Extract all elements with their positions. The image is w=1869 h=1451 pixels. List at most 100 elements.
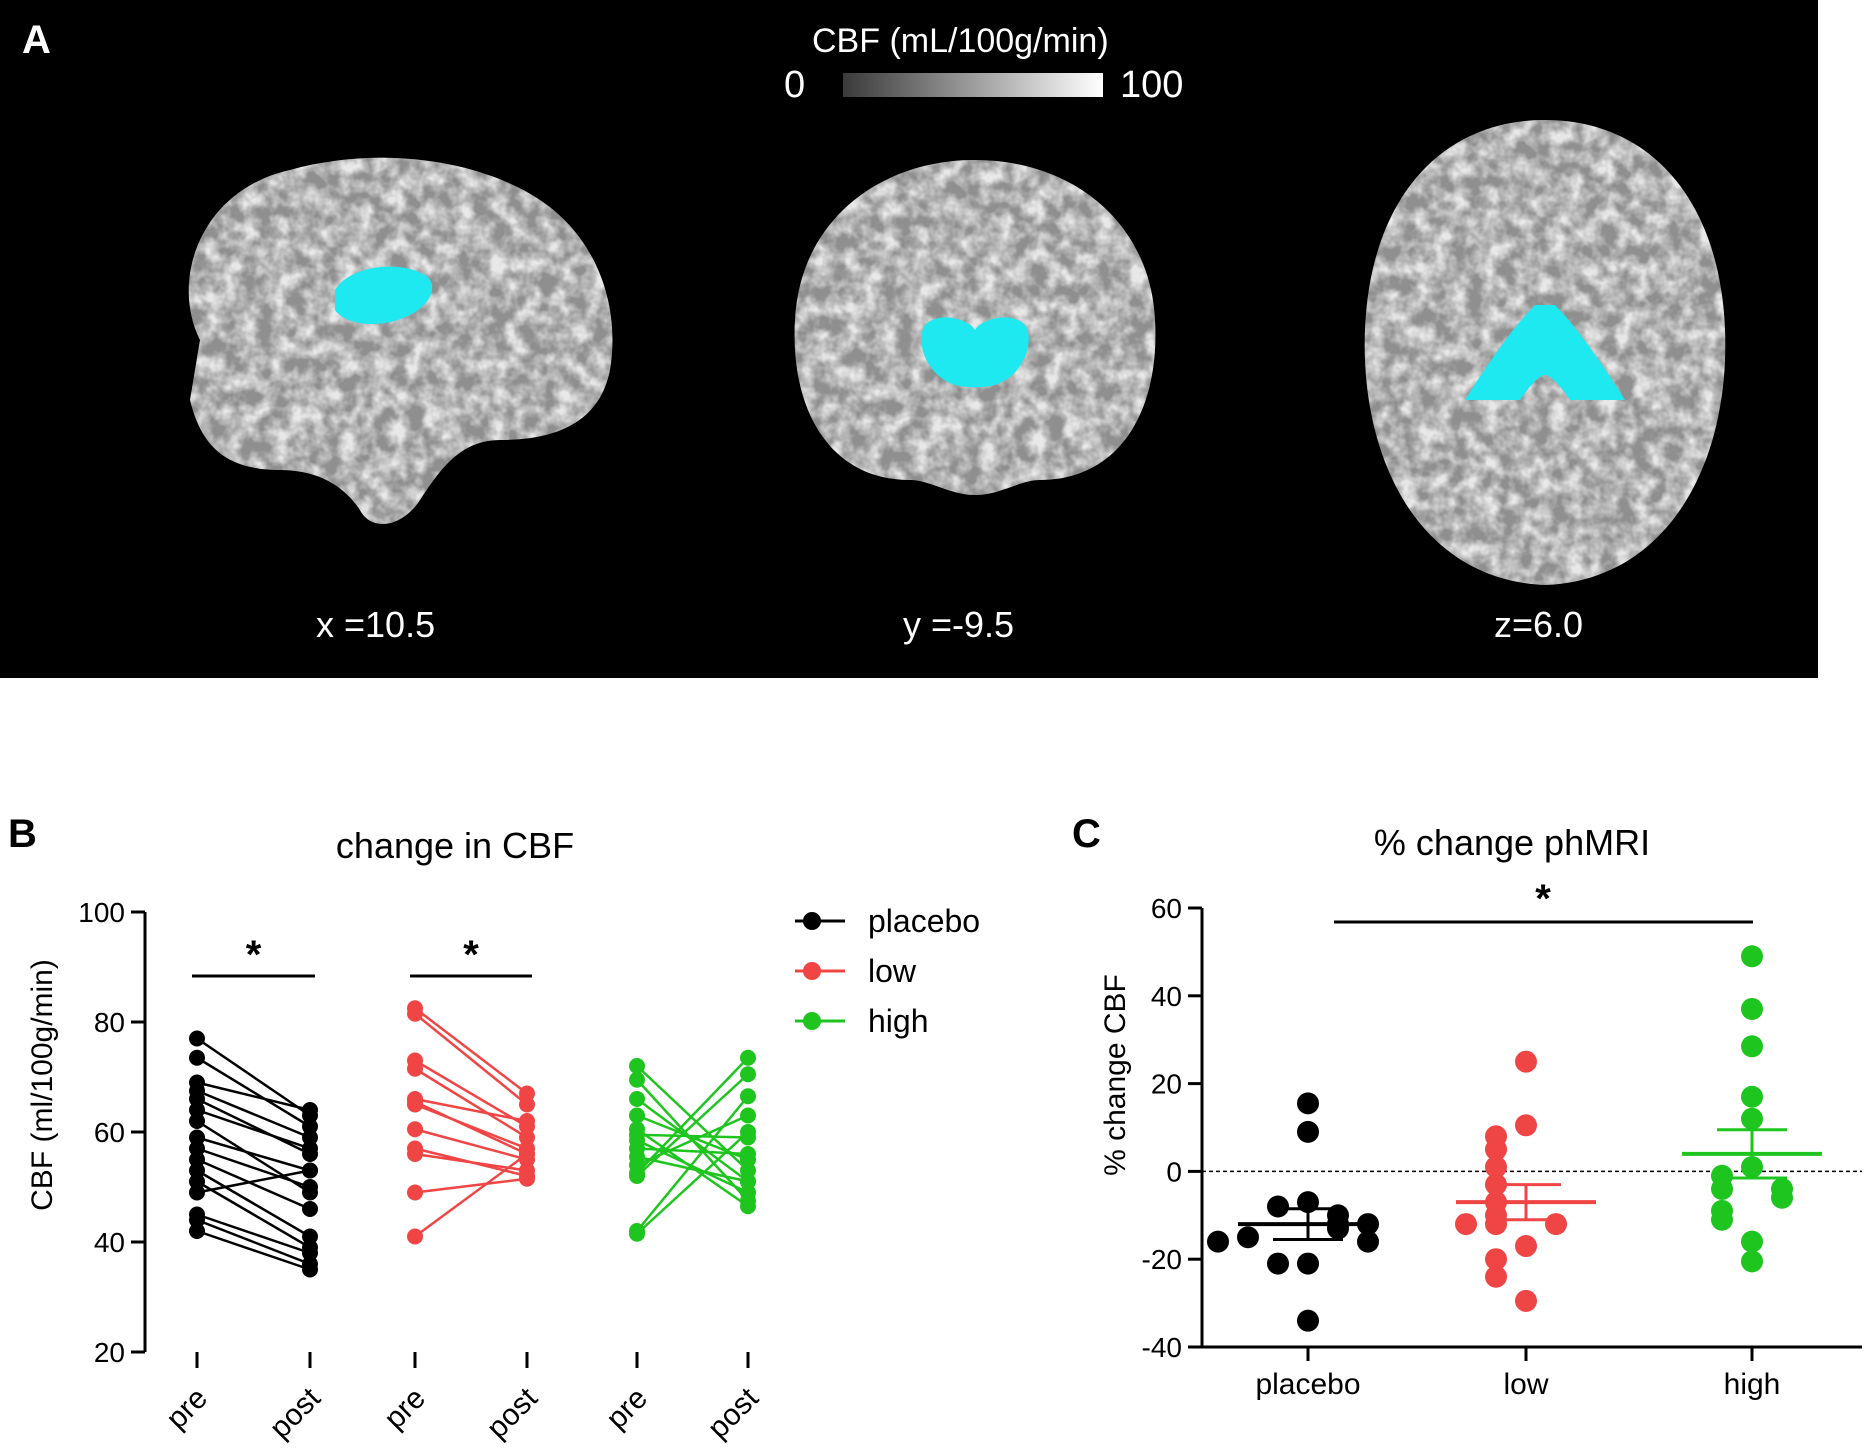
chart-b-point-post bbox=[740, 1066, 756, 1083]
chart-b-point-pre bbox=[189, 1102, 205, 1118]
chart-b-point-pre bbox=[189, 1223, 205, 1239]
chart-b-point-pre bbox=[629, 1091, 645, 1107]
chart-c-point-high bbox=[1741, 1085, 1763, 1108]
chart-b-point-pre bbox=[407, 1093, 423, 1110]
chart-b-point-post bbox=[302, 1201, 318, 1217]
chart-b-point-pre bbox=[189, 1049, 205, 1066]
chart-b-point-pre bbox=[407, 1184, 423, 1201]
chart-b-point-post bbox=[302, 1245, 318, 1261]
chart-b-significance-star: * bbox=[246, 933, 262, 977]
chart-b-pair-line bbox=[196, 1180, 311, 1249]
chart-c-title: % change phMRI bbox=[1374, 822, 1650, 863]
chart-c-point-high bbox=[1741, 997, 1763, 1020]
chart-b-y-tick-label: 80 bbox=[94, 1007, 125, 1038]
chart-b-point-pre bbox=[189, 1173, 205, 1190]
chart-c-point-placebo bbox=[1267, 1195, 1289, 1218]
chart-b-point-post bbox=[302, 1228, 318, 1245]
chart-b-pair-line bbox=[636, 1073, 749, 1177]
chart-b-point-pre bbox=[189, 1113, 205, 1129]
chart-b-pair-line bbox=[414, 1097, 528, 1123]
legend-label-placebo: placebo bbox=[868, 903, 980, 939]
sagittal-coordinate-label: x =10.5 bbox=[316, 604, 436, 645]
chart-b-point-pre bbox=[407, 1005, 423, 1022]
chart-b-point-pre bbox=[407, 1228, 423, 1245]
chart-b-point-pre bbox=[189, 1140, 205, 1157]
legend-label-low: low bbox=[868, 953, 917, 989]
chart-b-point-post bbox=[519, 1085, 535, 1102]
chart-b-point-pre bbox=[189, 1184, 205, 1201]
chart-c-point-high bbox=[1741, 1035, 1763, 1058]
chart-b-point-pre bbox=[629, 1058, 645, 1074]
chart-b-pair-line bbox=[636, 1155, 749, 1183]
chart-b-pair-line bbox=[414, 1067, 528, 1139]
panel-c-label: C bbox=[1072, 812, 1101, 856]
legend-marker-low bbox=[803, 962, 821, 980]
sagittal-roi-thalamus bbox=[335, 266, 433, 325]
chart-c-point-low bbox=[1485, 1156, 1507, 1179]
chart-b-ylabel: CBF (ml/100g/min) bbox=[26, 959, 59, 1211]
chart-b-pair-line bbox=[196, 1136, 311, 1172]
chart-c-point-low bbox=[1485, 1265, 1507, 1288]
chart-b-point-pre bbox=[407, 1121, 423, 1138]
chart-c-point-low bbox=[1485, 1213, 1507, 1236]
chart-b-pair-line bbox=[196, 1089, 311, 1139]
chart-b-pair-line bbox=[636, 1095, 749, 1232]
chart-b-title: change in CBF bbox=[336, 825, 574, 866]
chart-b-pair-line bbox=[636, 1114, 749, 1167]
chart-c-point-placebo bbox=[1327, 1217, 1349, 1240]
sagittal-brain-slice bbox=[188, 157, 613, 524]
chart-c-point-high bbox=[1711, 1208, 1733, 1231]
chart-c-y-tick-label: 60 bbox=[1151, 893, 1182, 924]
chart-b-point-post bbox=[740, 1184, 756, 1201]
chart-c-point-low bbox=[1485, 1248, 1507, 1271]
colorbar-min-label: 0 bbox=[784, 64, 806, 106]
chart-b-point-post bbox=[740, 1173, 756, 1190]
axial-brain-slice bbox=[1364, 120, 1726, 585]
chart-b-pair-line bbox=[196, 1108, 311, 1150]
chart-b-point-post bbox=[740, 1198, 756, 1215]
chart-b-pair-line bbox=[636, 1131, 749, 1235]
chart-c-point-high bbox=[1741, 1107, 1763, 1130]
chart-c-point-placebo bbox=[1297, 1120, 1319, 1143]
chart-c-significance-star: * bbox=[1535, 877, 1551, 921]
colorbar-gradient bbox=[843, 73, 1103, 97]
chart-b-point-post bbox=[302, 1140, 318, 1157]
chart-b-pair-line bbox=[636, 1133, 749, 1139]
chart-b-point-post bbox=[740, 1146, 756, 1162]
chart-b-point-pre bbox=[189, 1091, 205, 1107]
legend-label-high: high bbox=[868, 1003, 929, 1039]
axial-roi-thalamus bbox=[1465, 305, 1625, 400]
chart-c-point-placebo bbox=[1207, 1230, 1229, 1253]
chart-b-pair-line bbox=[636, 1147, 749, 1156]
chart-b-pair-line bbox=[196, 1081, 311, 1112]
chart-c-x-tick-label: placebo bbox=[1255, 1368, 1360, 1401]
chart-b-point-post bbox=[302, 1118, 318, 1135]
chart-b-point-pre bbox=[629, 1168, 645, 1184]
chart-c-y-tick-label: -40 bbox=[1142, 1332, 1182, 1363]
chart-c-y-tick-label: -20 bbox=[1142, 1244, 1182, 1275]
legend-marker-placebo bbox=[803, 912, 821, 930]
chart-b-pair-line bbox=[414, 1012, 528, 1106]
chart-b-point-post bbox=[519, 1170, 535, 1187]
chart-c-point-placebo bbox=[1297, 1092, 1319, 1115]
chart-b-point-pre bbox=[407, 1146, 423, 1162]
chart-b-pair-line bbox=[414, 1007, 528, 1095]
chart-b-point-post bbox=[519, 1113, 535, 1129]
chart-b-point-post bbox=[740, 1107, 756, 1124]
chart-c-x-tick-label: high bbox=[1724, 1368, 1781, 1401]
chart-c-point-low bbox=[1515, 1289, 1537, 1312]
axial-coordinate-label: z=6.0 bbox=[1494, 604, 1584, 645]
chart-b-point-post bbox=[519, 1096, 535, 1113]
chart-b-point-post bbox=[302, 1162, 318, 1179]
chart-b-point-post bbox=[740, 1162, 756, 1179]
chart-b-pair-line bbox=[414, 1059, 528, 1128]
chart-b-point-pre bbox=[629, 1107, 645, 1124]
chart-c-point-high bbox=[1741, 1250, 1763, 1273]
chart-c-y-tick-label: 20 bbox=[1151, 1069, 1182, 1100]
chart-c-y-tick-label: 40 bbox=[1151, 981, 1182, 1012]
chart-b-point-post bbox=[302, 1256, 318, 1272]
chart-c-point-high bbox=[1711, 1177, 1733, 1200]
chart-b-point-post bbox=[302, 1179, 318, 1195]
coronal-roi-thalamus bbox=[921, 317, 1029, 388]
